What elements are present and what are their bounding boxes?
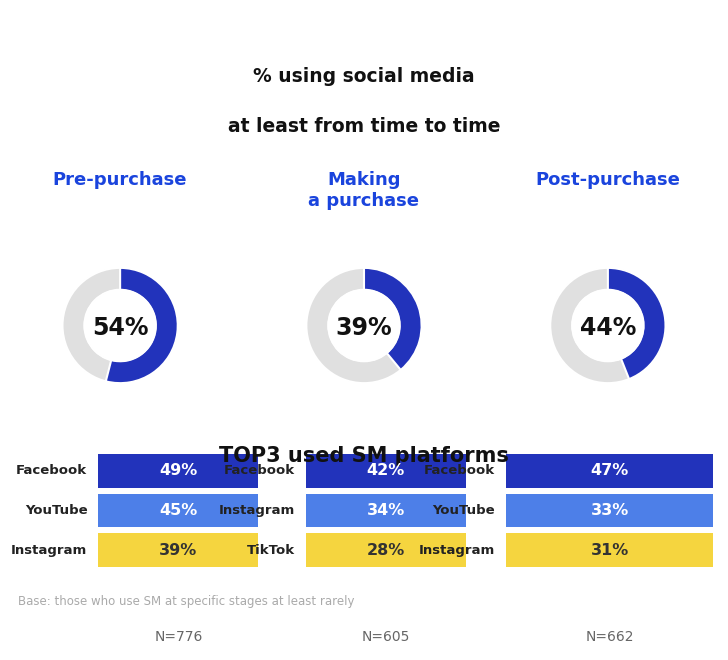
FancyBboxPatch shape: [98, 454, 258, 488]
Text: 39%: 39%: [159, 543, 197, 558]
Text: 34%: 34%: [367, 503, 405, 518]
Wedge shape: [608, 268, 665, 379]
FancyBboxPatch shape: [506, 494, 713, 527]
Circle shape: [572, 290, 644, 361]
Text: 33%: 33%: [590, 503, 629, 518]
Text: 47%: 47%: [590, 463, 629, 478]
Text: Post-purchase: Post-purchase: [535, 171, 681, 189]
Text: Making
a purchase: Making a purchase: [309, 171, 419, 210]
Text: USING SM IN PURCHASE PROCESS: USING SM IN PURCHASE PROCESS: [112, 11, 616, 37]
Text: N=662: N=662: [585, 630, 634, 644]
Text: TikTok: TikTok: [247, 544, 295, 556]
FancyBboxPatch shape: [506, 454, 713, 488]
Text: N=605: N=605: [362, 630, 410, 644]
FancyBboxPatch shape: [306, 533, 466, 567]
Text: Instagram: Instagram: [218, 504, 295, 517]
Text: Facebook: Facebook: [16, 465, 87, 477]
Wedge shape: [63, 268, 178, 383]
Text: 39%: 39%: [336, 316, 392, 341]
Text: 42%: 42%: [367, 463, 405, 478]
Text: YouTube: YouTube: [25, 504, 87, 517]
FancyBboxPatch shape: [506, 533, 713, 567]
Text: Facebook: Facebook: [223, 465, 295, 477]
Text: 28%: 28%: [367, 543, 405, 558]
Text: Base: those who use SM at specific stages at least rarely: Base: those who use SM at specific stage…: [18, 595, 355, 608]
Text: Instagram: Instagram: [11, 544, 87, 556]
Text: % using social media: % using social media: [253, 67, 475, 86]
Text: 54%: 54%: [92, 316, 149, 341]
Text: Instagram: Instagram: [419, 544, 495, 556]
Wedge shape: [106, 268, 178, 383]
Text: at least from time to time: at least from time to time: [228, 117, 500, 136]
FancyBboxPatch shape: [98, 494, 258, 527]
Circle shape: [84, 290, 156, 361]
FancyBboxPatch shape: [306, 494, 466, 527]
FancyBboxPatch shape: [306, 454, 466, 488]
Text: 49%: 49%: [159, 463, 197, 478]
Wedge shape: [306, 268, 422, 383]
FancyBboxPatch shape: [98, 533, 258, 567]
Text: 31%: 31%: [590, 543, 629, 558]
Circle shape: [328, 290, 400, 361]
Text: Facebook: Facebook: [424, 465, 495, 477]
Text: 44%: 44%: [579, 316, 636, 341]
Text: 45%: 45%: [159, 503, 197, 518]
Text: N=776: N=776: [154, 630, 202, 644]
Wedge shape: [550, 268, 665, 383]
Text: Pre-purchase: Pre-purchase: [53, 171, 187, 189]
Text: YouTube: YouTube: [432, 504, 495, 517]
Wedge shape: [364, 268, 422, 370]
Text: TOP3 used SM platforms: TOP3 used SM platforms: [219, 446, 509, 466]
